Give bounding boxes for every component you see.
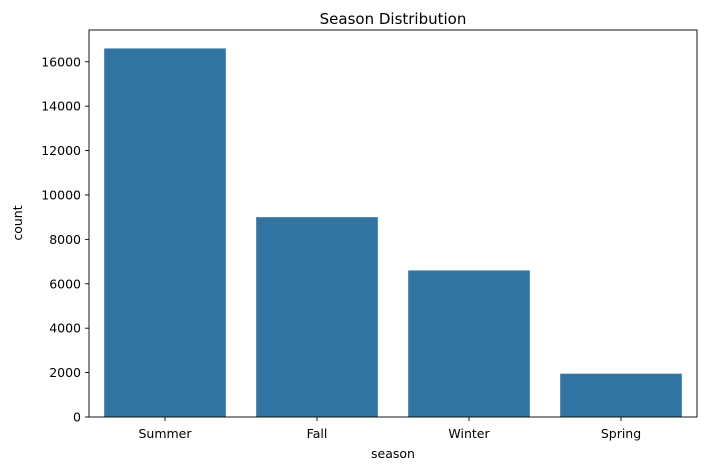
y-tick-label: 0 [73, 410, 81, 425]
y-tick-label: 16000 [41, 54, 81, 69]
y-tick-label: 8000 [49, 232, 81, 247]
chart-title: Season Distribution [320, 10, 467, 28]
bar-summer [104, 48, 226, 418]
y-tick-label: 10000 [41, 187, 81, 202]
x-tick-label: Summer [138, 426, 192, 441]
x-tick-label: Spring [601, 426, 641, 441]
y-tick-label: 6000 [49, 276, 81, 291]
y-tick-label: 2000 [49, 365, 81, 380]
x-tick-label: Fall [307, 426, 328, 441]
y-tick-label: 4000 [49, 321, 81, 336]
x-axis-ticks: Summer Fall Winter Spring [138, 417, 641, 441]
x-axis-label: season [371, 446, 415, 461]
y-tick-label: 12000 [41, 143, 81, 158]
bar-spring [560, 373, 682, 417]
y-axis-label: count [10, 205, 25, 240]
y-tick-label: 14000 [41, 99, 81, 114]
y-axis-ticks: 0 2000 4000 6000 8000 10000 12000 14000 16000 [41, 54, 89, 425]
bars-group [104, 48, 682, 418]
x-tick-label: Winter [448, 426, 490, 441]
bar-fall [256, 217, 378, 417]
plot-frame [88, 29, 698, 418]
bar-winter [408, 270, 530, 417]
